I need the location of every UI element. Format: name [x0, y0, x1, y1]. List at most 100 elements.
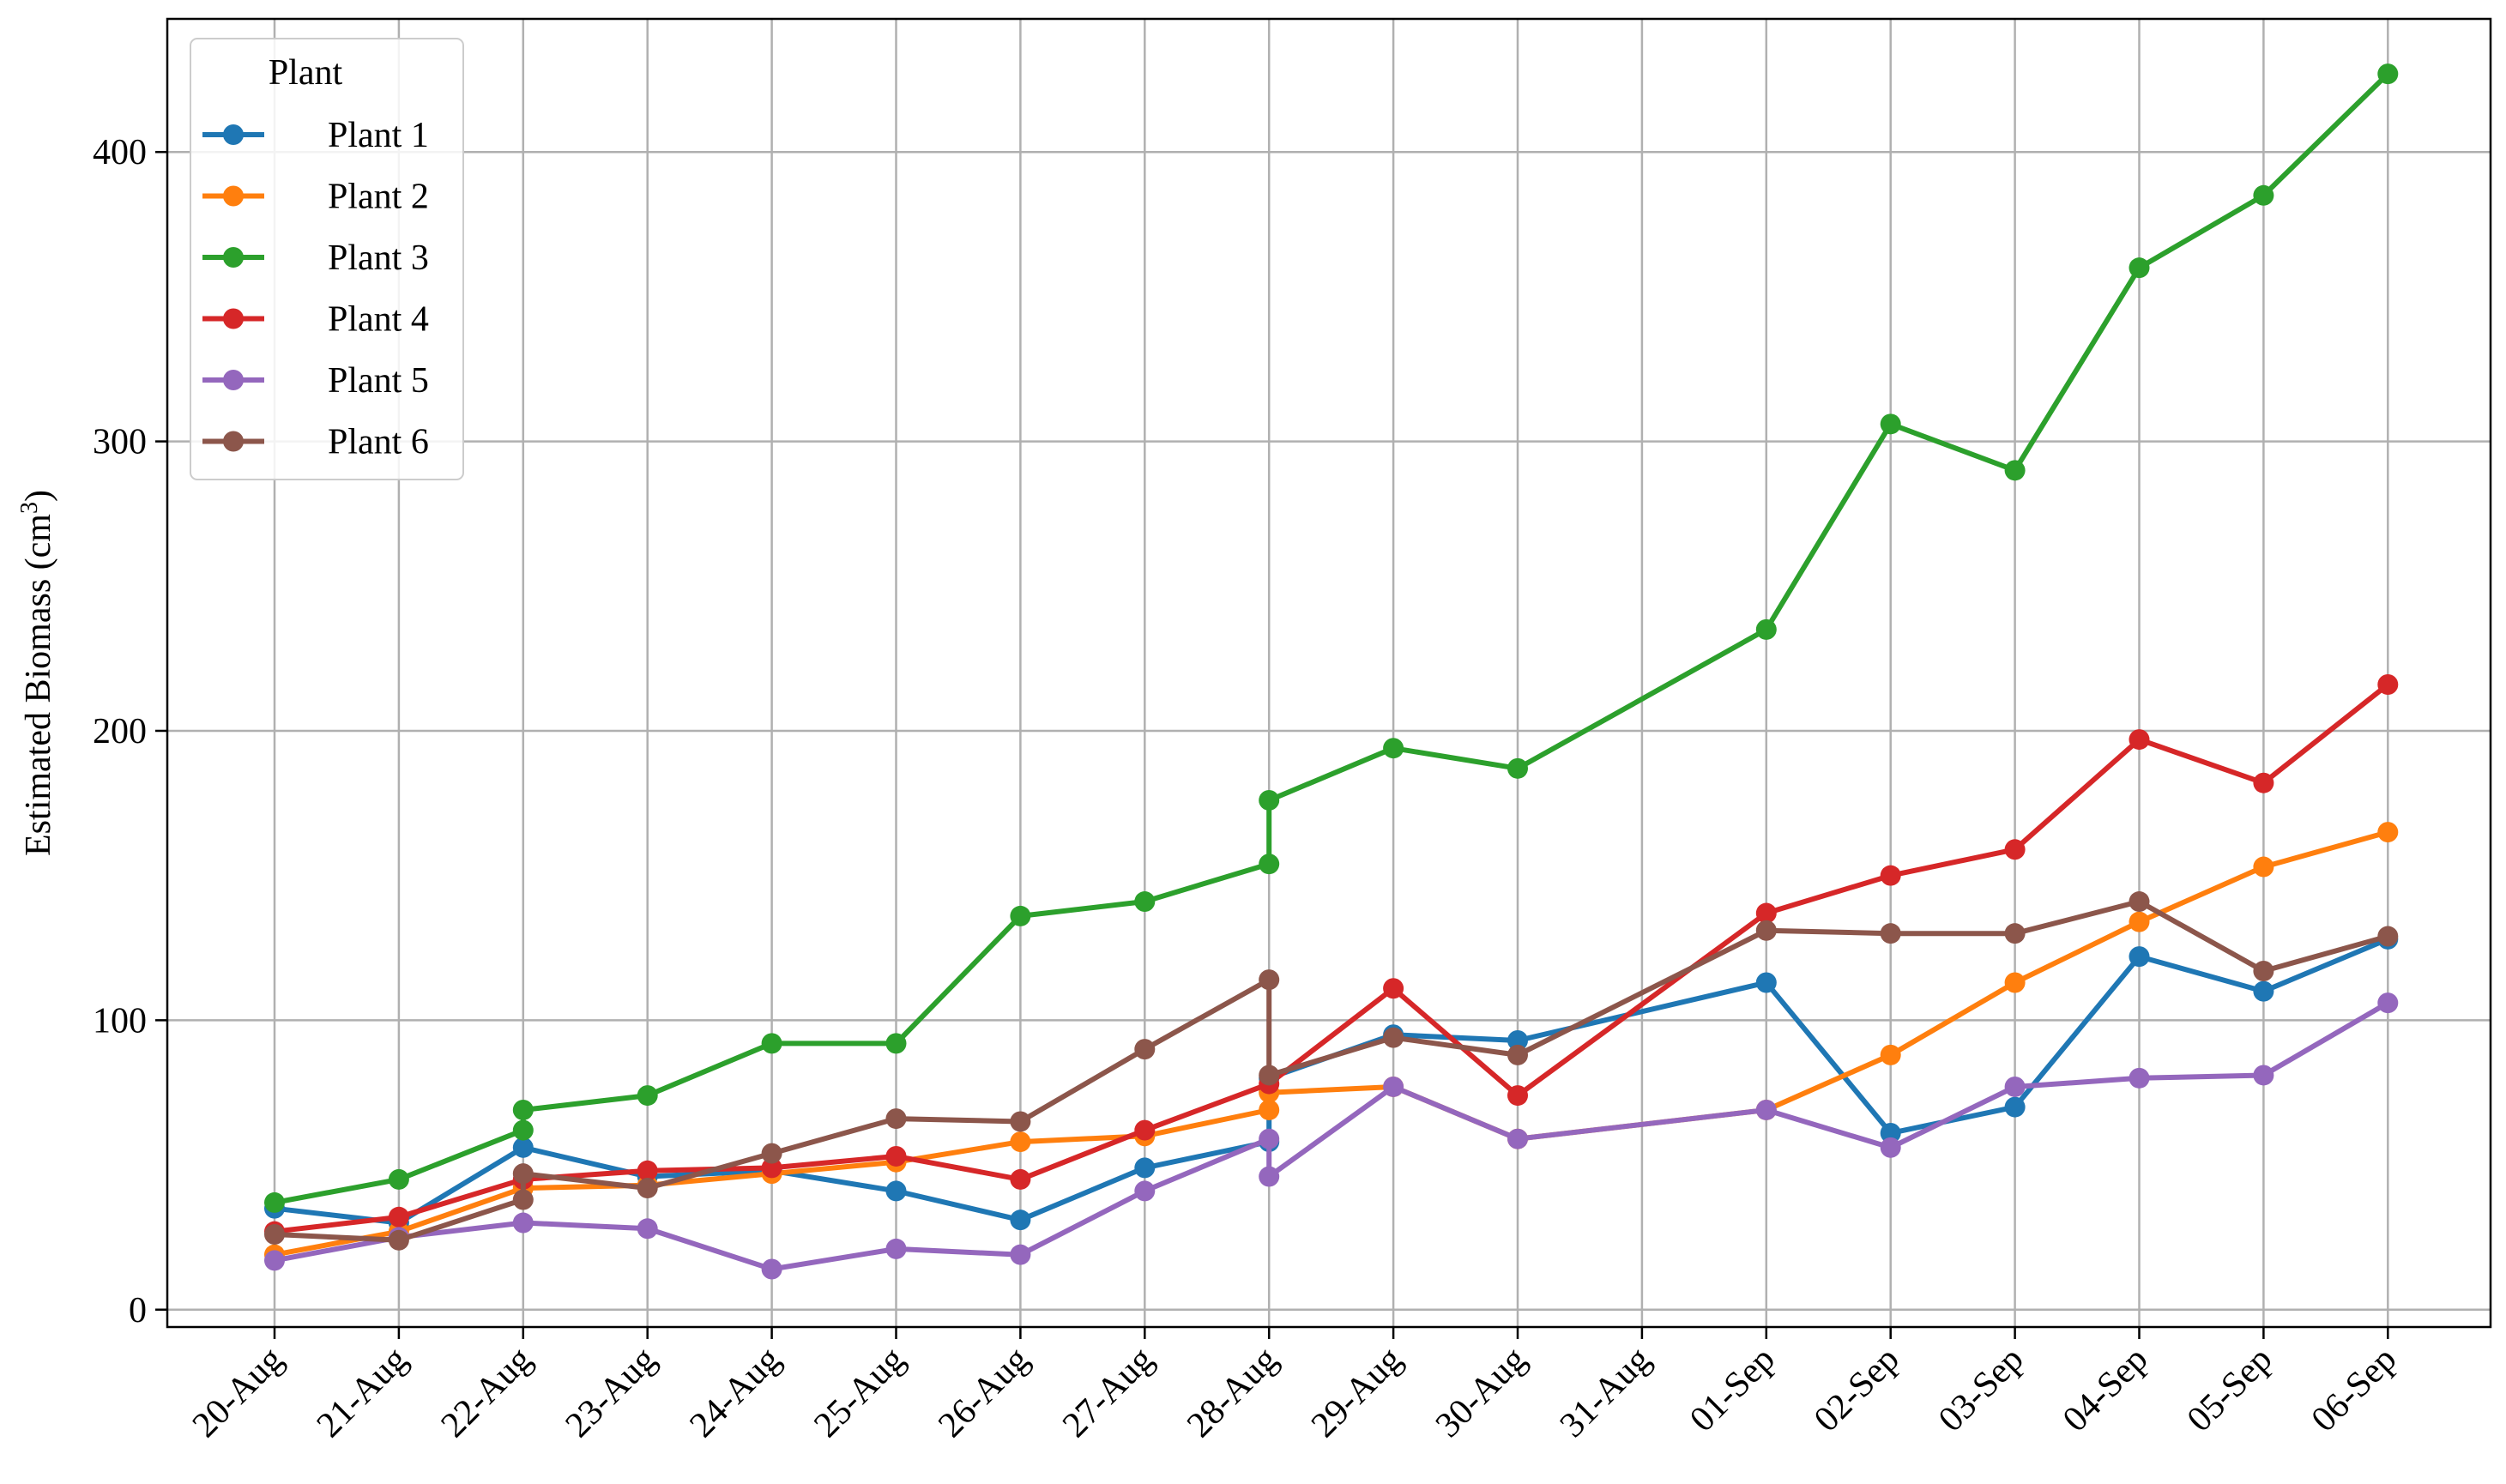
data-point	[1259, 854, 1280, 875]
legend-marker	[223, 185, 244, 207]
y-axis-label-end: )	[19, 490, 58, 502]
data-point	[2129, 257, 2150, 279]
data-point	[512, 1119, 534, 1141]
data-point	[1507, 1085, 1528, 1107]
data-point	[512, 1212, 534, 1234]
data-point	[761, 1033, 782, 1054]
data-point	[1755, 618, 1777, 640]
data-point	[2253, 772, 2274, 793]
data-point	[1383, 978, 1404, 999]
data-point	[512, 1137, 534, 1158]
data-point	[1259, 1065, 1280, 1086]
data-point	[1880, 413, 1901, 435]
legend-marker	[223, 124, 244, 145]
plot-area-frame	[166, 17, 2492, 1329]
legend-marker	[223, 247, 244, 268]
data-point	[1507, 757, 1528, 779]
legend-label: Plant 3	[328, 238, 429, 278]
data-point	[2377, 992, 2399, 1014]
data-point	[1010, 1131, 1031, 1153]
data-point	[637, 1160, 658, 1181]
data-point	[1134, 1180, 1156, 1202]
data-point	[1259, 969, 1280, 991]
data-point	[1880, 1122, 1901, 1143]
data-point	[885, 1108, 907, 1130]
legend-label: Plant 4	[328, 300, 429, 340]
data-point	[2253, 961, 2274, 982]
series-3	[264, 63, 2399, 1213]
data-point	[761, 1143, 782, 1164]
y-axis-label: Estimated Biomass (cm3)	[16, 490, 59, 856]
data-point	[885, 1145, 907, 1167]
data-point	[2253, 856, 2274, 878]
data-point	[512, 1163, 534, 1185]
data-point	[1507, 1128, 1528, 1149]
data-point	[1259, 789, 1280, 811]
data-point	[2004, 1096, 2026, 1118]
data-point	[1507, 1029, 1528, 1051]
y-tick-label: 400	[93, 133, 147, 172]
data-point	[2004, 839, 2026, 860]
data-point	[1880, 923, 1901, 944]
legend-label: Plant 6	[328, 423, 429, 462]
data-point	[761, 1157, 782, 1179]
series-6	[264, 891, 2399, 1251]
data-point	[512, 1189, 534, 1210]
data-point	[2129, 1067, 2150, 1089]
data-point	[2377, 822, 2399, 843]
data-point	[1755, 1099, 1777, 1120]
legend-entry: Plant 1	[202, 116, 429, 155]
y-axis-label-text: Estimated Biomass (cm	[19, 514, 58, 856]
data-point	[1134, 1119, 1156, 1141]
legend-box	[190, 38, 464, 480]
data-point	[2129, 729, 2150, 751]
data-point	[2129, 946, 2150, 968]
data-point	[637, 1178, 658, 1199]
data-point	[512, 1099, 534, 1120]
data-point	[1134, 1157, 1156, 1179]
legend-marker	[223, 370, 244, 390]
data-point	[1755, 972, 1777, 993]
data-point	[264, 1224, 285, 1246]
data-point	[2377, 63, 2399, 85]
data-point	[2377, 673, 2399, 695]
data-point	[1010, 1210, 1031, 1231]
data-point	[1383, 1076, 1404, 1097]
data-point	[1010, 1111, 1031, 1132]
data-point	[637, 1085, 658, 1107]
data-point	[1134, 891, 1156, 913]
data-point	[1259, 1099, 1280, 1120]
data-point	[2004, 972, 2026, 993]
data-point	[1507, 1044, 1528, 1065]
series-line	[272, 1000, 2391, 1272]
data-point	[885, 1180, 907, 1202]
data-point	[761, 1258, 782, 1280]
legend-label: Plant 1	[328, 116, 429, 155]
data-point	[264, 1250, 285, 1271]
series-layer	[264, 63, 2399, 1280]
legend-label: Plant 2	[328, 178, 429, 217]
data-point	[2253, 980, 2274, 1002]
legend-marker	[223, 431, 244, 452]
data-point	[1383, 1027, 1404, 1048]
legend-entry: Plant 6	[202, 423, 429, 462]
legend-marker	[223, 308, 244, 329]
data-point	[1259, 1166, 1280, 1187]
data-point	[388, 1168, 409, 1190]
data-point	[264, 1191, 285, 1213]
data-point	[2253, 1065, 2274, 1086]
legend-title: Plant	[269, 53, 343, 93]
legend-entry: Plant 3	[202, 238, 429, 278]
y-axis-ticks: 0 100 200 300 400	[93, 133, 167, 1330]
data-point	[1880, 865, 1901, 886]
data-point	[1134, 1039, 1156, 1060]
y-tick-label: 100	[93, 1001, 147, 1041]
data-point	[1259, 1128, 1280, 1149]
y-tick-label: 0	[129, 1291, 147, 1330]
data-point	[1383, 738, 1404, 759]
data-point	[388, 1206, 409, 1228]
data-point	[1755, 902, 1777, 924]
data-point	[2129, 891, 2150, 913]
y-tick-label: 300	[93, 423, 147, 462]
